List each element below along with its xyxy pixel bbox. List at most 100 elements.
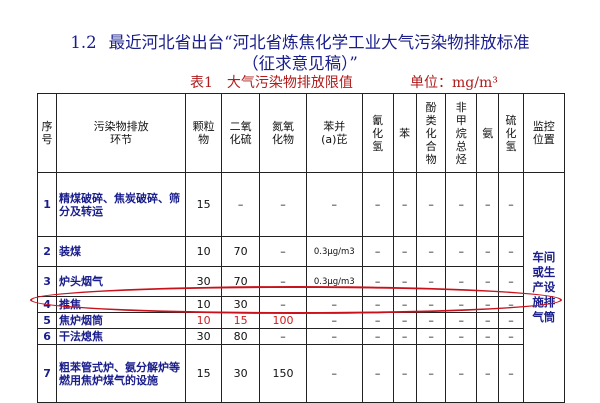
- row-seq: 3: [36, 266, 58, 297]
- cell-nmhc: –: [445, 328, 478, 345]
- cell-benzene: –: [392, 236, 417, 267]
- cell-h2s: –: [498, 236, 524, 267]
- header-seq: 序号: [36, 93, 58, 173]
- row-process: 精煤破碎、焦炭破碎、筛分及转运: [56, 172, 187, 237]
- cell-so2: 15: [221, 312, 261, 329]
- cell-bap: –: [305, 312, 363, 329]
- cell-phenols: –: [415, 344, 447, 403]
- cell-bap: –: [305, 172, 363, 237]
- cell-nmhc: –: [445, 344, 478, 403]
- table-row: 2 装煤 10 70 – 0.3μg/m3 – – – – – –: [36, 236, 565, 267]
- cell-particulate: 30: [185, 328, 223, 345]
- row-seq: 1: [36, 172, 58, 237]
- table-row: 4 推焦 10 30 – – – – – – – –: [36, 296, 565, 313]
- cell-so2: 70: [221, 266, 261, 297]
- cell-hcn: –: [361, 236, 394, 267]
- cell-nmhc: –: [445, 236, 478, 267]
- table-row: 3 炉头烟气 30 70 – 0.3μg/m3 – – – – – –: [36, 266, 565, 297]
- cell-hcn: –: [361, 312, 394, 329]
- heading-text-1: 最近河北省出台“河北省炼焦化学工业大气污染物排放标准: [108, 33, 530, 52]
- monitor-location-cell: 车间或生产设施排气筒: [522, 172, 566, 403]
- row-process: 炉头烟气: [56, 266, 187, 297]
- cell-nox: 100: [259, 312, 307, 329]
- cell-benzene: –: [392, 312, 417, 329]
- row-process: 推焦: [56, 296, 187, 313]
- header-nox: 氮氧化物: [259, 93, 307, 173]
- table-caption: 表1 大气污染物排放限值: [190, 75, 353, 91]
- cell-bap: –: [305, 328, 363, 345]
- cell-nmhc: –: [445, 266, 478, 297]
- cell-bap: 0.3μg/m3: [305, 266, 363, 297]
- cell-h2s: –: [498, 344, 524, 403]
- header-phenols: 酚类化合物: [415, 93, 447, 173]
- cell-h2s: –: [498, 172, 524, 237]
- cell-ammonia: –: [476, 296, 500, 313]
- cell-so2: 80: [221, 328, 261, 345]
- heading-line-2: （征求意见稿）”: [242, 54, 358, 73]
- header-nmhc: 非甲烷总烃: [445, 93, 478, 173]
- cell-bap: 0.3μg/m3: [305, 236, 363, 267]
- cell-so2: 30: [221, 296, 261, 313]
- row-process: 粗苯管式炉、氨分解炉等燃用焦炉煤气的设施: [56, 344, 187, 403]
- header-bap: 苯并(a)芘: [305, 93, 363, 173]
- cell-h2s: –: [498, 328, 524, 345]
- cell-h2s: –: [498, 312, 524, 329]
- section-number: 1.2: [70, 33, 97, 52]
- header-h2s: 硫化氢: [498, 93, 524, 173]
- cell-particulate: 10: [185, 296, 223, 313]
- document-heading: 1.2 最近河北省出台“河北省炼焦化学工业大气污染物排放标准 （征求意见稿）”: [0, 32, 600, 74]
- header-ammonia: 氨: [476, 93, 500, 173]
- cell-nox: 150: [259, 344, 307, 403]
- cell-ammonia: –: [476, 328, 500, 345]
- cell-benzene: –: [392, 344, 417, 403]
- cell-hcn: –: [361, 328, 394, 345]
- cell-benzene: –: [392, 296, 417, 313]
- table-row: 1 精煤破碎、焦炭破碎、筛分及转运 15 – – – – – – – – – 车…: [36, 172, 566, 403]
- row-process: 装煤: [56, 236, 187, 267]
- cell-benzene: –: [392, 266, 417, 297]
- table-row: 7 粗苯管式炉、氨分解炉等燃用焦炉煤气的设施 15 30 150 – – – –…: [36, 344, 565, 403]
- heading-line-1: 1.2 最近河北省出台“河北省炼焦化学工业大气污染物排放标准: [0, 32, 600, 53]
- cell-hcn: –: [361, 266, 394, 297]
- cell-nox: –: [259, 236, 307, 267]
- cell-so2: 70: [221, 236, 261, 267]
- cell-h2s: –: [498, 296, 524, 313]
- cell-hcn: –: [361, 172, 394, 237]
- header-so2: 二氧化硫: [221, 93, 261, 173]
- row-process: 干法熄焦: [56, 328, 187, 345]
- cell-particulate: 15: [185, 344, 223, 403]
- header-benzene: 苯: [392, 93, 417, 173]
- cell-nmhc: –: [445, 312, 478, 329]
- cell-bap: –: [305, 296, 363, 313]
- row-seq: 7: [36, 344, 58, 403]
- emission-limits-table: 序号 污染物排放环节 颗粒物 二氧化硫 氮氧化物 苯并(a)芘 氰化氢 苯 酚类…: [36, 93, 566, 403]
- cell-phenols: –: [415, 328, 447, 345]
- cell-nmhc: –: [445, 296, 478, 313]
- cell-nmhc: –: [445, 172, 478, 237]
- row-seq: 5: [36, 312, 58, 329]
- cell-phenols: –: [415, 172, 447, 237]
- row-process: 焦炉烟筒: [56, 312, 187, 329]
- cell-nox: –: [259, 172, 307, 237]
- cell-so2: –: [221, 172, 261, 237]
- cell-ammonia: –: [476, 172, 500, 237]
- cell-particulate: 10: [185, 312, 223, 329]
- cell-ammonia: –: [476, 312, 500, 329]
- header-monitor: 监控位置: [522, 93, 566, 173]
- table-row-highlighted: 5 焦炉烟筒 10 15 100 – – – – – – –: [36, 312, 565, 329]
- cell-nox: –: [259, 266, 307, 297]
- row-seq: 4: [36, 296, 58, 313]
- header-particulate: 颗粒物: [185, 93, 223, 173]
- cell-phenols: –: [415, 296, 447, 313]
- cell-ammonia: –: [476, 344, 500, 403]
- header-hcn: 氰化氢: [361, 93, 394, 173]
- cell-ammonia: –: [476, 236, 500, 267]
- table-header-row: 序号 污染物排放环节 颗粒物 二氧化硫 氮氧化物 苯并(a)芘 氰化氢 苯 酚类…: [36, 93, 566, 173]
- cell-phenols: –: [415, 312, 447, 329]
- cell-bap: –: [305, 344, 363, 403]
- unit-label: 单位：mg/m³: [410, 75, 498, 91]
- cell-benzene: –: [392, 328, 417, 345]
- row-seq: 2: [36, 236, 58, 267]
- cell-ammonia: –: [476, 266, 500, 297]
- cell-nox: –: [259, 328, 307, 345]
